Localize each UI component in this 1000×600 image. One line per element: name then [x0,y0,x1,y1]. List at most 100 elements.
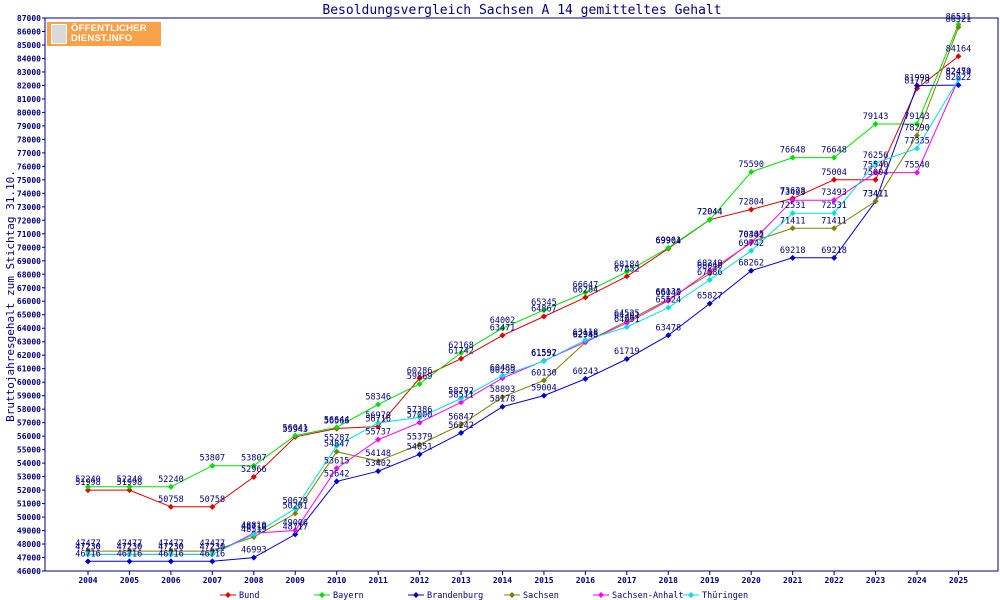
data-label: 60286 [407,366,433,376]
data-label: 67586 [697,268,723,278]
data-label: 79143 [904,112,930,122]
y-tick-label: 47000 [17,554,41,563]
data-label: 47230 [200,542,226,552]
data-label: 67852 [614,264,640,274]
series-line-2 [88,84,959,562]
data-point [209,551,216,558]
data-point [85,483,91,490]
data-point [623,355,630,362]
legend-label: Thüringen [702,591,748,600]
data-point [872,120,879,127]
y-tick-label: 87000 [17,14,41,23]
y-tick-label: 69000 [17,257,41,266]
x-tick-label: 2022 [824,576,843,585]
data-label: 72531 [821,201,847,211]
data-point [167,548,174,555]
data-label: 52966 [241,465,267,475]
data-label: 49006 [282,518,308,528]
data-point [458,355,465,362]
data-point [333,448,340,455]
data-point [250,474,257,481]
data-label: 47230 [158,542,184,552]
y-tick-label: 56000 [17,432,41,441]
data-point [375,401,382,408]
data-point [458,349,465,356]
data-label: 68249 [697,259,723,269]
data-label: 70342 [738,231,764,241]
y-tick-label: 61000 [17,365,41,374]
data-label: 61592 [531,349,557,359]
data-label: 68184 [614,260,640,270]
series-line-4 [88,78,959,555]
data-label: 58511 [448,390,474,400]
y-tick-label: 49000 [17,527,41,536]
y-tick-label: 63000 [17,338,41,347]
data-point [706,267,713,274]
data-label: 60243 [573,367,599,377]
data-label: 50758 [200,495,226,505]
data-point [416,419,423,426]
data-point [914,132,920,139]
data-point [540,313,547,320]
y-tick-label: 66000 [17,297,41,306]
data-label: 82022 [946,73,972,83]
data-label: 72531 [780,201,806,211]
data-label: 53402 [365,459,391,469]
data-point [789,210,796,217]
x-tick-label: 2007 [203,576,222,585]
data-label: 64091 [614,315,640,325]
data-label: 47477 [200,539,226,549]
data-point [167,503,174,510]
data-point [333,478,340,485]
data-label: 47230 [117,542,143,552]
data-point [126,548,133,555]
data-point [955,24,962,31]
data-point [375,423,382,430]
data-point [872,176,879,183]
data-label: 61742 [448,347,474,357]
legend-swatch-marker [413,592,419,598]
y-tick-label: 71000 [17,230,41,239]
y-tick-label: 50000 [17,513,41,522]
series-line-0 [88,55,959,508]
data-point [582,294,589,301]
data-point [665,332,672,339]
y-tick-label: 64000 [17,324,41,333]
data-label: 60299 [490,366,516,376]
data-label: 50261 [282,502,308,512]
y-tick-label: 62000 [17,351,41,360]
data-point [665,297,672,304]
data-point [209,462,216,469]
data-point [167,551,174,558]
data-label: 75540 [904,161,930,171]
x-tick-label: 2021 [783,576,802,585]
data-label: 68040 [697,262,723,272]
x-tick-label: 2010 [327,576,346,585]
y-tick-label: 84000 [17,54,41,63]
data-label: 81999 [904,73,930,83]
data-point [582,337,589,344]
data-point [499,394,506,401]
y-tick-label: 59000 [17,392,41,401]
data-label: 62985 [573,330,599,340]
data-point [706,300,713,307]
y-tick-label: 73000 [17,203,41,212]
data-label: 82479 [946,67,972,77]
data-label: 52240 [158,475,184,485]
data-label: 52240 [75,475,101,485]
data-point [416,375,423,382]
data-label: 47230 [200,542,226,552]
data-point [582,289,589,296]
data-label: 65524 [656,296,682,306]
data-label: 73411 [863,189,889,199]
x-tick-label: 2015 [534,576,553,585]
legend-label: Bayern [333,591,364,600]
data-label: 77335 [904,136,930,146]
y-tick-label: 51000 [17,500,41,509]
x-tick-label: 2016 [576,576,595,585]
data-point [167,483,174,490]
data-label: 76256 [863,151,889,161]
data-label: 50758 [158,495,184,505]
data-label: 53615 [324,456,350,466]
data-label: 48810 [241,521,267,531]
